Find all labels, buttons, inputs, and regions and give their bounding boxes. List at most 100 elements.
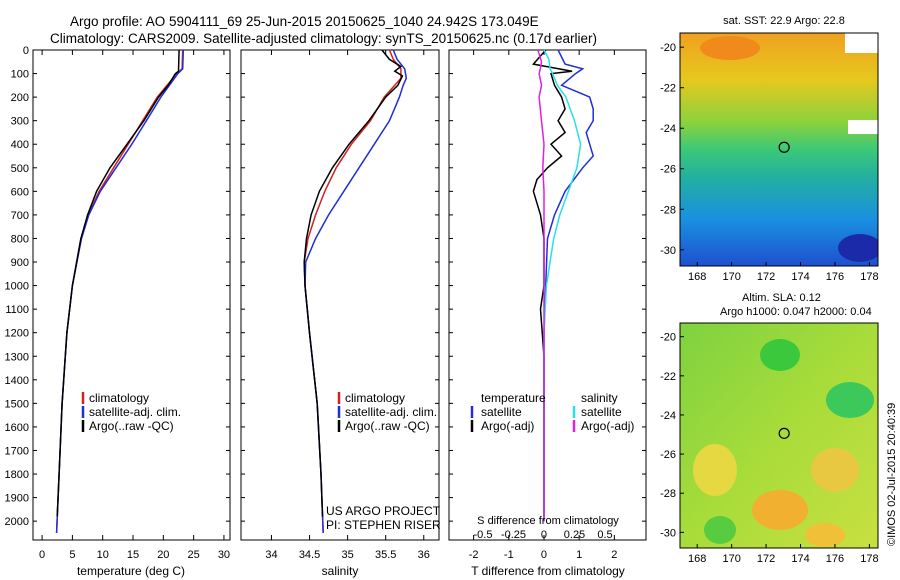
x-tick-label: 0 <box>541 549 547 561</box>
sla-map-low-patch <box>704 516 736 544</box>
x-tick-label: -2 <box>469 549 479 561</box>
difference-legend: temperature salinity satellite Argo(-adj… <box>470 391 634 433</box>
depth-tick-label: 400 <box>11 139 29 151</box>
legend-title-salinity: salinity <box>581 391 618 405</box>
sla-map-low-patch <box>826 382 874 418</box>
temperature-series <box>55 49 185 533</box>
sla-map-high-patch <box>811 448 859 492</box>
sla-map-frame <box>679 322 879 549</box>
map-y-tick-label: -30 <box>660 245 676 257</box>
series-line-t-argo-adj- <box>531 49 573 517</box>
difference-xlabel: T difference from climatology <box>471 564 625 578</box>
legend-label-argo: Argo(..raw -QC) <box>345 419 430 433</box>
x-tick-label: 36 <box>418 549 430 561</box>
depth-tick-label: 100 <box>11 69 29 81</box>
s-tick-label: 0.5 <box>597 529 612 541</box>
depth-tick-label: 1400 <box>5 375 29 387</box>
depth-axis-ticks: 0 100 200 300 400 500 600 700 800 900 1000 1100 1200… <box>5 45 646 528</box>
x-tick-label: 5 <box>69 549 75 561</box>
map-x-tick-label: 168 <box>688 553 706 565</box>
map-x-tick-label: 172 <box>757 271 775 283</box>
sst-map-warm-patch <box>700 36 760 60</box>
x-tick-label: 34 <box>265 549 277 561</box>
sst-map-field <box>680 33 878 266</box>
sst-map-land-patch <box>848 120 878 134</box>
depth-tick-label: 1200 <box>5 328 29 340</box>
x-tick-label: 15 <box>127 549 139 561</box>
depth-tick-label: 1900 <box>5 493 29 505</box>
x-tick-label: 0 <box>39 549 45 561</box>
legend-label-climatology: climatology <box>345 391 405 405</box>
x-tick-label: 25 <box>188 549 200 561</box>
sst-map <box>680 33 878 266</box>
legend-title-temperature: temperature <box>481 391 546 405</box>
map-y-tick-label: -20 <box>660 42 676 54</box>
map-y-tick-label: -30 <box>660 527 676 539</box>
difference-series <box>531 49 595 522</box>
map-x-tick-label: 176 <box>826 271 844 283</box>
legend-label-t-argo: Argo(-adj) <box>481 419 534 433</box>
legend-label-climatology: climatology <box>89 391 149 405</box>
s-tick-label: -0.25 <box>501 529 526 541</box>
sla-argo-position-marker <box>778 427 790 439</box>
temperature-axis-ticks: 0 5 10 15 20 25 30 <box>39 50 230 561</box>
sst-map-axis-ticks: 168 170 172 174 176 178 -20 -22 -24 -26 -28 -30 <box>660 42 878 283</box>
s-tick-label: -0.5 <box>473 529 492 541</box>
map-y-tick-label: -22 <box>660 371 676 383</box>
x-tick-label: 30 <box>218 549 230 561</box>
x-tick-label: -1 <box>504 549 514 561</box>
legend-label-satellite-adj: satellite-adj. clim. <box>345 405 437 419</box>
difference-panel-frame <box>448 49 647 541</box>
salinity-panel-frame <box>240 49 440 541</box>
depth-tick-label: 200 <box>11 92 29 104</box>
map-x-tick-label: 174 <box>791 271 809 283</box>
series-line-t-satellite <box>543 49 595 522</box>
depth-tick-label: 300 <box>11 116 29 128</box>
project-annotation-line2: PI: STEPHEN RISER <box>326 518 441 532</box>
x-tick-label: 35 <box>341 549 353 561</box>
sla-map-high-patch <box>752 490 808 530</box>
sst-map-land-patch <box>845 33 878 53</box>
legend-label-satellite-adj: satellite-adj. clim. <box>89 405 181 419</box>
series-line-s-argo-adj- <box>537 49 545 522</box>
series-line-satellite-adj-clim- <box>55 49 185 533</box>
figure-title-line2: Climatology: CARS2009. Satellite-adjuste… <box>50 31 597 46</box>
sst-map-title: sat. SST: 22.9 Argo: 22.8 <box>723 15 845 27</box>
depth-tick-label: 500 <box>11 163 29 175</box>
map-x-tick-label: 178 <box>860 271 878 283</box>
project-annotation-line1: US ARGO PROJECT <box>326 504 441 518</box>
map-y-tick-label: -24 <box>660 123 676 135</box>
sst-map-cold-patch <box>838 234 878 262</box>
legend-label-t-satellite: satellite <box>481 405 522 419</box>
imos-credit: ©IMOS 02-Jul-2015 20:40:39 <box>886 403 898 546</box>
depth-tick-label: 1100 <box>5 304 29 316</box>
salinity-axis-ticks: 34 34.5 35 35.5 36 <box>265 50 430 561</box>
temperature-xlabel: temperature (deg C) <box>77 564 185 578</box>
depth-tick-label: 1700 <box>5 445 29 457</box>
depth-tick-label: 800 <box>11 233 29 245</box>
depth-tick-label: 1500 <box>5 398 29 410</box>
sst-argo-position-marker <box>778 141 790 153</box>
depth-tick-label: 1000 <box>5 281 29 293</box>
temperature-legend: climatology satellite-adj. clim. Argo(..… <box>81 391 181 433</box>
depth-tick-label: 2000 <box>5 516 29 528</box>
x-tick-label: 1 <box>576 549 582 561</box>
salinity-series <box>303 49 408 533</box>
map-y-tick-label: -28 <box>660 488 676 500</box>
depth-tick-label: 1800 <box>5 469 29 481</box>
map-x-tick-label: 170 <box>722 553 740 565</box>
depth-tick-label: 700 <box>11 210 29 222</box>
sla-map-title-line2: Argo h1000: 0.047 h2000: 0.04 <box>720 306 872 318</box>
x-tick-label: 34.5 <box>299 549 320 561</box>
s-tick-label: 0.25 <box>564 529 585 541</box>
map-x-tick-label: 176 <box>826 553 844 565</box>
depth-tick-label: 900 <box>11 257 29 269</box>
series-line-climatology <box>55 49 184 533</box>
difference-axis-ticks: -2 -1 0 1 2 -0.5 -0.25 0 0.25 0.5 <box>469 50 617 561</box>
figure-title-line1: Argo profile: AO 5904111_69 25-Jun-2015 … <box>70 14 539 29</box>
map-y-tick-label: -20 <box>660 332 676 344</box>
map-x-tick-label: 174 <box>791 553 809 565</box>
map-y-tick-label: -22 <box>660 83 676 95</box>
legend-label-s-argo: Argo(-adj) <box>581 419 634 433</box>
